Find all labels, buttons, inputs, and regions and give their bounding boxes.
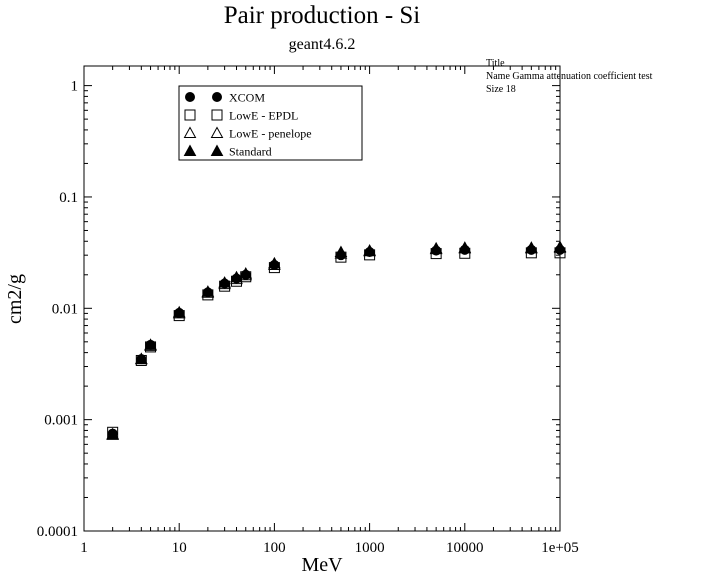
axes: 1 10 100 1000 10000 1e+05 0.0001 0.001 0.01 0.1 1	[37, 66, 579, 556]
y-tick-label: 0.1	[59, 190, 78, 206]
x-tick-label: 1	[80, 540, 88, 556]
series-xcom	[107, 244, 565, 439]
data-point	[144, 338, 157, 350]
chart-subtitle: geant4.6.2	[289, 36, 356, 53]
data-point	[268, 256, 281, 269]
data-point	[334, 245, 348, 258]
legend-box	[178, 85, 363, 161]
legend-label: LowE - EPDL	[229, 109, 298, 123]
x-tick-label: 1000	[355, 540, 385, 556]
data-point	[106, 428, 120, 440]
data-point	[239, 267, 253, 279]
legend-marker	[211, 109, 223, 121]
x-tick-label: 1e+05	[541, 540, 579, 556]
legend-marker	[183, 144, 197, 156]
data-point	[553, 240, 567, 253]
data-point	[429, 241, 443, 254]
data-point	[363, 244, 376, 256]
note-line-1: Title	[486, 58, 505, 69]
annotation-note: Title Name Gamma attenuation coefficient…	[486, 58, 653, 95]
data-point	[201, 285, 215, 297]
series-lowe-epdl	[107, 247, 566, 438]
x-axis-label: MeV	[301, 554, 343, 574]
legend-marker	[185, 92, 195, 102]
plot-frame	[83, 65, 561, 532]
legend-label: LowE - penelope	[229, 127, 312, 141]
x-tick-label: 10000	[446, 540, 484, 556]
y-tick-label: 0.001	[44, 413, 78, 429]
legend-marker	[183, 126, 197, 138]
note-line-3: Size 18	[486, 84, 516, 95]
legend-marker	[184, 109, 196, 121]
data-marks	[106, 240, 567, 440]
data-point	[134, 352, 148, 365]
y-tick-label: 0.01	[52, 301, 78, 317]
legend-marker	[210, 144, 224, 156]
chart-title: Pair production - Si	[224, 2, 421, 29]
x-tick-label: 10	[172, 540, 187, 556]
data-point	[524, 241, 538, 253]
data-point	[230, 270, 243, 283]
legend-items: XCOM LowE - EPDL LowE - penelope Standard	[183, 91, 312, 159]
data-point	[458, 241, 472, 253]
legend-marker	[210, 126, 224, 138]
legend: XCOM LowE - EPDL LowE - penelope Standard	[178, 85, 363, 161]
legend-label: XCOM	[229, 91, 265, 105]
y-axis-label: cm2/g	[4, 274, 26, 324]
series-lowe-penelope	[106, 241, 567, 440]
legend-label: Standard	[229, 145, 272, 159]
series-standard	[106, 240, 567, 440]
y-tick-label: 1	[71, 79, 79, 95]
note-line-2: Name Gamma attenuation coefficient test	[486, 71, 653, 82]
x-tick-label: 100	[263, 540, 286, 556]
legend-marker	[212, 92, 222, 102]
data-point	[218, 276, 231, 288]
y-tick-label: 0.0001	[37, 524, 78, 540]
data-point	[172, 305, 186, 318]
